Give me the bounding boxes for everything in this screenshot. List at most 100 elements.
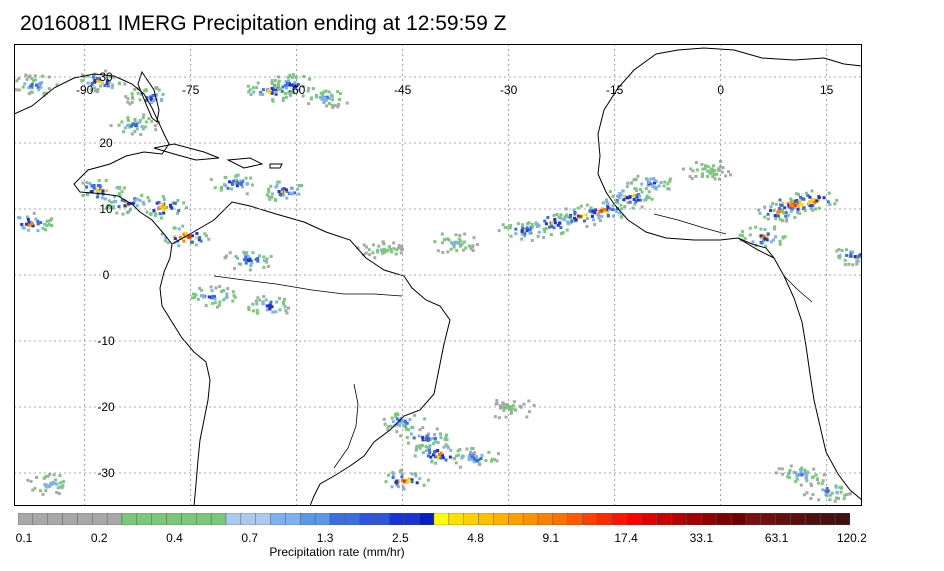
precip-pixel: [182, 201, 186, 205]
precip-pixel: [161, 195, 165, 199]
precip-pixel: [780, 209, 784, 213]
precip-pixel: [597, 216, 601, 220]
precip-pixel: [519, 405, 523, 409]
precip-pixel: [820, 482, 824, 486]
precip-pixel: [41, 492, 45, 496]
precip-pixel: [513, 408, 517, 412]
precip-pixel: [795, 477, 799, 481]
gridlines: [14, 44, 862, 506]
precip-pixel: [550, 225, 554, 229]
precip-pixel: [98, 77, 102, 81]
precip-pixel: [333, 104, 337, 108]
precip-pixel: [475, 458, 479, 462]
precip-pixel: [553, 217, 557, 221]
precip-pixel: [386, 428, 390, 432]
precip-pixel: [42, 93, 46, 97]
precip-pixel: [496, 452, 500, 456]
precip-pixel: [235, 184, 239, 188]
precip-pixel: [237, 181, 241, 185]
precip-pixel: [433, 240, 437, 244]
precip-pixel: [234, 255, 238, 259]
precip-pixel: [774, 235, 778, 239]
precip-pixel: [85, 181, 89, 185]
precip-pixel: [701, 172, 705, 176]
precip-pixel: [444, 433, 448, 437]
precip-pixel: [700, 175, 704, 179]
precip-pixel: [817, 206, 821, 210]
colorbar: [18, 513, 850, 525]
precip-pixel: [418, 477, 422, 481]
precip-pixel: [261, 88, 265, 92]
precip-pixel: [55, 83, 59, 87]
precip-pixel: [29, 479, 33, 483]
precip-pixel: [585, 224, 589, 228]
precip-pixel: [195, 232, 199, 236]
colorbar-swatch: [359, 513, 375, 525]
precip-pixel: [833, 499, 837, 503]
precip-pixel: [626, 181, 630, 185]
precip-pixel: [650, 197, 654, 201]
colorbar-swatch: [716, 513, 732, 525]
precip-pixel: [472, 458, 476, 462]
colorbar-swatch: [552, 513, 568, 525]
precip-pixel: [53, 478, 57, 482]
precip-pixel: [782, 211, 786, 215]
precip-pixel: [277, 296, 281, 300]
precip-pixel: [604, 198, 608, 202]
river-congo: [783, 275, 813, 303]
precip-pixel: [251, 86, 255, 90]
precip-pixel: [787, 475, 791, 479]
precip-pixel: [345, 101, 349, 105]
precip-pixel: [282, 297, 286, 301]
precip-pixel: [264, 298, 268, 302]
precip-pixel: [95, 77, 99, 81]
precip-pixel: [191, 292, 195, 296]
precip-pixel: [772, 209, 776, 213]
precip-pixel: [284, 188, 288, 192]
precip-pixel: [773, 225, 777, 229]
precip-pixel: [296, 88, 300, 92]
colorbar-swatch: [121, 513, 138, 525]
colorbar-swatch: [47, 513, 63, 525]
precip-pixel: [824, 492, 828, 496]
colorbar-tick-label: 2.5: [391, 531, 409, 545]
precip-pixel: [265, 260, 269, 264]
precip-pixel: [154, 212, 158, 216]
precip-pixel: [55, 490, 59, 494]
precip-pixel: [30, 90, 34, 94]
precip-cell: [109, 113, 160, 137]
precip-pixel: [285, 196, 289, 200]
precip-pixel: [563, 215, 567, 219]
precip-pixel: [443, 437, 447, 441]
precip-pixel: [558, 221, 562, 225]
precip-pixel: [277, 84, 281, 88]
precip-pixel: [615, 198, 619, 202]
precip-pixel: [203, 232, 207, 236]
precip-pixel: [35, 475, 39, 479]
precip-pixel: [99, 84, 103, 88]
precip-pixel: [573, 212, 577, 216]
precip-pixel: [654, 179, 658, 183]
precip-pixel: [840, 485, 844, 489]
precip-pixel: [330, 94, 334, 98]
precip-pixel: [43, 483, 47, 487]
precip-pixel: [544, 222, 548, 226]
coast-africa-north: [655, 47, 862, 67]
precip-pixel: [593, 211, 597, 215]
precip-pixel: [307, 86, 311, 90]
precip-pixel: [410, 472, 414, 476]
precip-cell: [17, 211, 54, 233]
precip-pixel: [789, 209, 793, 213]
precip-pixel: [133, 87, 137, 91]
precip-pixel: [386, 425, 390, 429]
precip-pixel: [285, 190, 289, 194]
precip-pixel: [631, 194, 635, 198]
precip-pixel: [457, 453, 461, 457]
precip-pixel: [314, 93, 318, 97]
precip-pixel: [653, 179, 657, 183]
precip-pixel: [439, 451, 443, 455]
precip-pixel: [151, 93, 155, 97]
precip-pixel: [614, 200, 618, 204]
precip-pixel: [133, 129, 137, 133]
precip-pixel: [561, 231, 565, 235]
